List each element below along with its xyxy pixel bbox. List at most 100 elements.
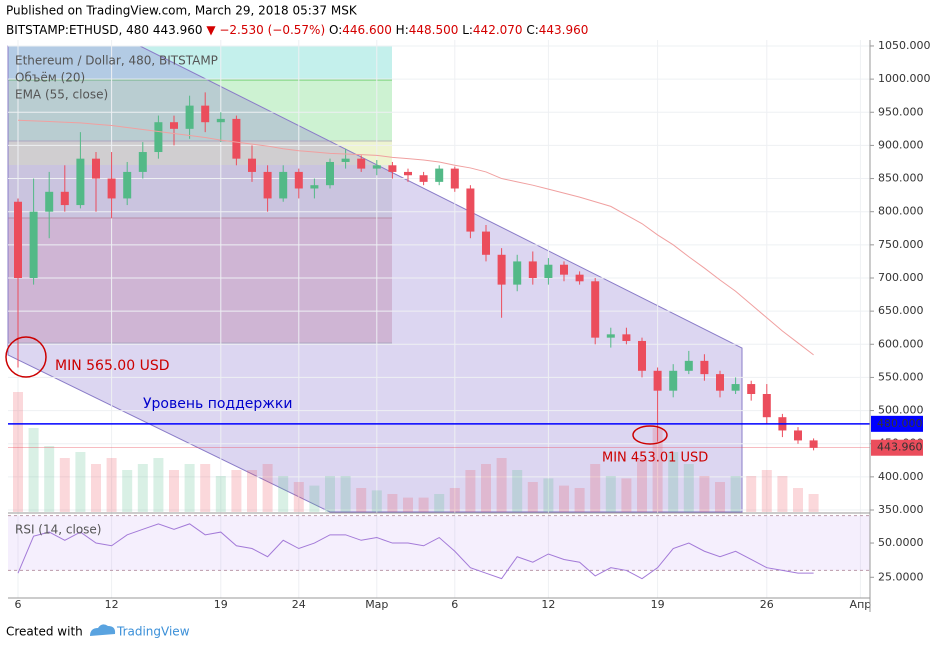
candle-body xyxy=(747,384,756,394)
candle-body xyxy=(560,264,568,275)
candle-body xyxy=(466,188,475,232)
candle-body xyxy=(357,158,366,169)
rsi-title: RSI (14, close) xyxy=(15,523,101,537)
quote-part: 443.960 xyxy=(539,23,589,37)
volume-bar xyxy=(215,476,226,512)
volume-bar xyxy=(590,464,601,512)
candle-body xyxy=(482,231,490,255)
x-tick-label: 19 xyxy=(651,598,665,611)
candle-body xyxy=(528,261,537,278)
candle-body xyxy=(684,360,693,371)
y-tick-label: 800.000 xyxy=(878,205,924,218)
quote-part: BITSTAMP:ETHUSD, 480 xyxy=(6,23,153,37)
volume-bar xyxy=(761,470,772,512)
candle-body xyxy=(279,171,288,199)
candle-body xyxy=(419,175,428,182)
volume-bar xyxy=(512,470,523,512)
volume-bar xyxy=(59,458,70,512)
volume-bar xyxy=(418,497,429,512)
y-tick-label: 650.000 xyxy=(878,304,924,317)
ellipse xyxy=(632,425,668,445)
y-tick-label: 550.000 xyxy=(878,370,924,383)
volume-bar xyxy=(247,470,257,512)
volume-bar xyxy=(278,476,289,512)
volume-bar xyxy=(605,476,616,512)
volume-bar xyxy=(434,494,445,512)
y-tick-label: 25.0000 xyxy=(878,570,924,583)
y-tick-label: 400.000 xyxy=(878,470,924,483)
quote-part: 448.500 xyxy=(409,23,462,37)
y-tick-label: 1050.000 xyxy=(878,39,931,52)
volume-bar xyxy=(559,485,569,512)
quote-part: 446.600 xyxy=(342,23,395,37)
volume-bar xyxy=(496,458,507,512)
candle-body xyxy=(263,171,272,199)
candle-body xyxy=(185,105,194,129)
price-tag xyxy=(871,439,923,456)
published: Published on TradingView.com, March 29, … xyxy=(6,4,358,18)
y-tick-label: 500.000 xyxy=(878,404,924,417)
quote-part: C: xyxy=(526,23,538,37)
fib-lines xyxy=(8,79,392,344)
volume-bar xyxy=(169,470,179,512)
candle-body xyxy=(216,118,225,123)
volume-bar xyxy=(91,464,101,512)
candle-body xyxy=(248,158,256,172)
volume-bar xyxy=(387,494,398,512)
y-tick-label: 750.000 xyxy=(878,238,924,251)
volume-bar xyxy=(683,464,694,512)
candle-body xyxy=(138,152,147,172)
candle-body xyxy=(201,105,210,123)
candle-body xyxy=(45,191,54,212)
candle-body xyxy=(60,191,69,206)
volume-bar xyxy=(293,482,304,512)
fib-zone xyxy=(8,218,392,343)
volume-bar xyxy=(13,392,23,512)
x-tick-label: 26 xyxy=(760,598,774,611)
volume-bar xyxy=(153,458,164,512)
price-tag-label: 480.000 xyxy=(877,417,923,430)
x-tick-label: Мар xyxy=(365,598,388,611)
legend: Объём (20) xyxy=(15,71,85,85)
volume-bar xyxy=(637,458,647,512)
y-tick-label: 850.000 xyxy=(878,172,924,185)
y-tick-label: 50.0000 xyxy=(878,536,924,549)
volume-bar xyxy=(652,428,663,512)
volume-bar xyxy=(262,464,273,512)
candle-body xyxy=(232,118,241,159)
ema-line xyxy=(17,119,814,356)
volume-bar xyxy=(574,488,585,512)
candle-body xyxy=(544,264,553,278)
volume-bar xyxy=(465,470,476,512)
candle-body xyxy=(372,165,381,169)
candle-body xyxy=(669,370,678,391)
price-tag-label: 443.960 xyxy=(877,441,923,454)
volume-bar xyxy=(356,488,367,512)
y-tick-label: 1000.000 xyxy=(878,72,931,85)
candle-body xyxy=(14,201,22,278)
y-tick-label: 950.000 xyxy=(878,105,924,118)
quote-part: H: xyxy=(396,23,409,37)
candle-body xyxy=(107,178,116,199)
x-tick-label: 24 xyxy=(292,598,306,611)
candle-body xyxy=(591,281,600,338)
quote-part: ▼ −2.530 (−0.57%) xyxy=(206,23,329,37)
volume-bar xyxy=(527,482,538,512)
volume-bar xyxy=(371,490,382,512)
candle-body xyxy=(92,158,100,179)
x-tick-label: Апр xyxy=(850,598,872,611)
candle-body xyxy=(310,185,319,189)
x-tick-label: 6 xyxy=(15,598,22,611)
candle-body xyxy=(606,334,615,338)
candle-body xyxy=(170,122,178,129)
volume-bar xyxy=(777,476,788,512)
volume-bar xyxy=(340,476,351,512)
candle-body xyxy=(76,158,85,206)
candle-body xyxy=(326,161,334,186)
volume-bar xyxy=(621,478,632,512)
volume-bar xyxy=(793,488,803,512)
volume-bar xyxy=(668,452,679,512)
ellipse xyxy=(5,336,47,378)
volume-bar xyxy=(449,488,460,512)
